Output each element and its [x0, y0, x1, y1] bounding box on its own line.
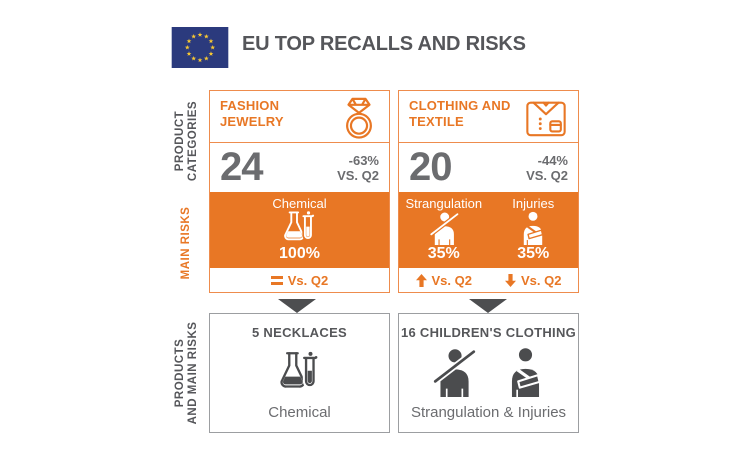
recall-count: 20 [409, 145, 452, 189]
risk-trend-strip: Vs. Q2 Vs. Q2 [399, 268, 578, 292]
recall-count-row: 24 -63% VS. Q2 [210, 143, 389, 192]
risk-percent: 35% [517, 245, 550, 262]
risk-percent: 35% [427, 245, 460, 262]
arrow-up-icon [415, 273, 427, 287]
product-card-necklaces: 5 NECKLACES Chemical [209, 313, 390, 433]
section-label-products-and-main-risks: PRODUCTS AND MAIN RISKS [170, 298, 204, 448]
product-title: 5 NECKLACES [251, 325, 348, 340]
section-label-main-risks: MAIN RISKS [179, 188, 195, 298]
product-title: 16 CHILDREN'S CLOTHING [400, 325, 577, 340]
recall-change: -63% VS. Q2 [337, 153, 379, 183]
trend-label: Vs. Q2 [431, 272, 472, 288]
section-label-line: CATEGORIES [187, 100, 199, 182]
product-icons [430, 340, 547, 404]
risk-strangulation: Strangulation 35% [399, 192, 489, 268]
recall-change-percent: -63% [348, 152, 379, 168]
risk-percent: 100% [279, 245, 320, 262]
risk-injuries: Injuries 35% [489, 192, 579, 268]
risk-trend-strip: Vs. Q2 [210, 268, 389, 292]
injuries-icon [524, 211, 544, 245]
equal-icon [270, 275, 283, 285]
category-header: FASHION JEWELRY [210, 91, 389, 143]
section-label-line: PRODUCT [173, 110, 186, 172]
product-caption: Chemical [268, 404, 331, 421]
recall-count-row: 20 -44% VS. Q2 [399, 143, 578, 192]
category-card-clothing-textile: CLOTHING AND TEXTILE 20 -44% VS. Q2 [398, 90, 579, 293]
recall-change-period: VS. Q2 [337, 167, 379, 183]
arrow-down-icon [505, 273, 517, 287]
strangulation-icon [433, 349, 476, 397]
trend-equal: Vs. Q2 [210, 273, 389, 288]
trend-label: Vs. Q2 [287, 272, 329, 288]
product-card-childrens-clothing: 16 CHILDREN'S CLOTHING Strangulation & I… [398, 313, 579, 433]
risk-label: Strangulation [405, 196, 483, 211]
product-caption: Strangulation & Injuries [410, 404, 567, 421]
folded-shirt-icon [526, 101, 566, 137]
product-icons [279, 340, 321, 404]
recall-change-period: VS. Q2 [526, 167, 568, 183]
section-label-line: PRODUCTS [173, 338, 186, 408]
trend-up: Vs. Q2 [399, 273, 489, 288]
recall-count: 24 [220, 145, 263, 189]
page-title: EU TOP RECALLS AND RISKS [242, 33, 526, 55]
category-name: CLOTHING AND TEXTILE [409, 98, 511, 129]
down-triangle-icon [278, 299, 316, 313]
recall-change-percent: -44% [537, 152, 568, 168]
category-name: FASHION JEWELRY [220, 98, 284, 129]
injuries-icon [511, 348, 541, 397]
down-triangle-icon [469, 299, 507, 313]
main-risks-panel: Chemical 100% [210, 192, 389, 268]
risk-chemical: Chemical 100% [210, 192, 389, 268]
section-label-line: MAIN RISKS [180, 206, 193, 280]
trend-label: Vs. Q2 [521, 272, 562, 288]
recall-change: -44% VS. Q2 [526, 153, 568, 183]
category-header: CLOTHING AND TEXTILE [399, 91, 578, 143]
trend-down: Vs. Q2 [489, 273, 579, 288]
eu-flag-icon [171, 27, 229, 68]
section-label-line: AND MAIN RISKS [187, 321, 199, 425]
risk-label: Chemical [272, 196, 327, 211]
ring-icon [346, 97, 372, 139]
chemical-flask-icon [280, 351, 317, 388]
strangulation-icon [429, 212, 459, 245]
risk-label: Injuries [512, 196, 555, 211]
main-risks-panel: Strangulation 35% Injuries [399, 192, 578, 268]
category-card-fashion-jewelry: FASHION JEWELRY 24 -63% VS. Q2 Chemical [209, 90, 390, 293]
chemical-flask-icon [283, 211, 314, 241]
